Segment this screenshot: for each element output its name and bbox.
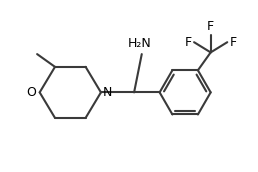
Text: F: F — [184, 36, 191, 49]
Text: F: F — [207, 20, 214, 33]
Text: O: O — [26, 86, 36, 99]
Text: H₂N: H₂N — [127, 37, 151, 50]
Text: N: N — [103, 86, 112, 99]
Text: F: F — [230, 36, 237, 49]
